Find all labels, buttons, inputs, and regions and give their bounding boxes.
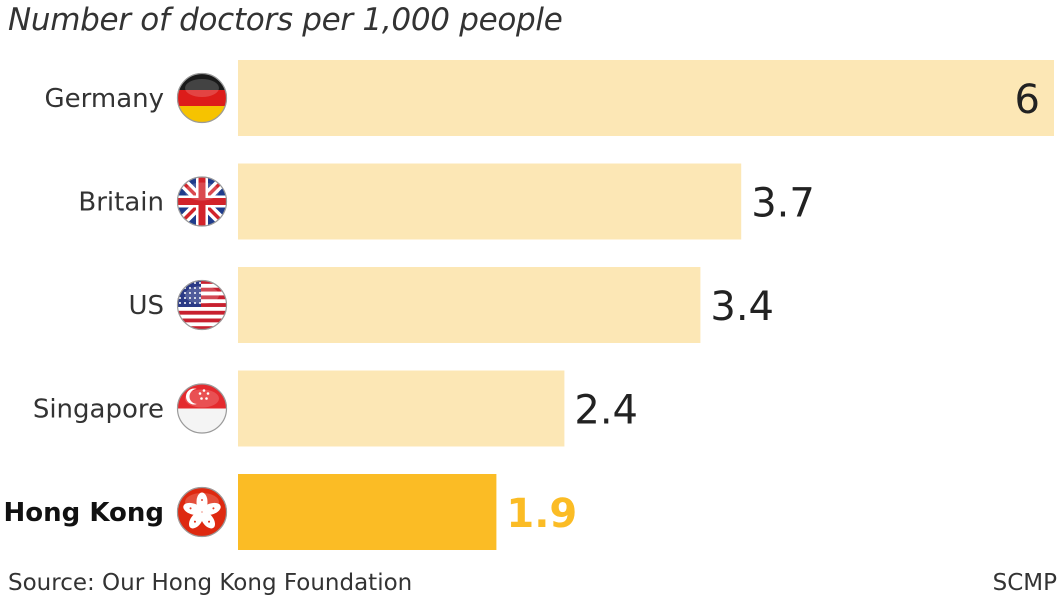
value-label-singapore: 2.4 — [574, 388, 638, 434]
value-label-britain: 3.7 — [751, 181, 815, 227]
chart-title: Number of doctors per 1,000 people — [8, 2, 563, 38]
category-label-britain: Britain — [78, 188, 164, 218]
value-label-hong-kong: 1.9 — [506, 491, 577, 537]
bar-hong-kong — [238, 474, 497, 550]
source-note: Source: Our Hong Kong Foundation — [8, 570, 413, 596]
category-label-hong-kong: Hong Kong — [4, 498, 164, 528]
category-label-us: US — [128, 291, 164, 321]
bar-singapore — [238, 370, 565, 447]
category-label-singapore: Singapore — [33, 395, 164, 425]
publisher-credit: SCMP — [992, 570, 1057, 596]
value-label-us: 3.4 — [710, 284, 774, 330]
singapore-flag-icon — [176, 383, 228, 434]
bar-us — [238, 267, 701, 343]
us-flag-icon — [176, 279, 228, 331]
germany-flag-icon — [176, 72, 228, 124]
bar-germany — [238, 60, 1054, 136]
value-label-germany: 6 — [1015, 77, 1040, 123]
uk-flag-icon — [176, 176, 228, 227]
bar-britain — [238, 163, 742, 240]
hong-kong-flag-icon — [176, 486, 228, 538]
category-label-germany: Germany — [44, 84, 164, 114]
